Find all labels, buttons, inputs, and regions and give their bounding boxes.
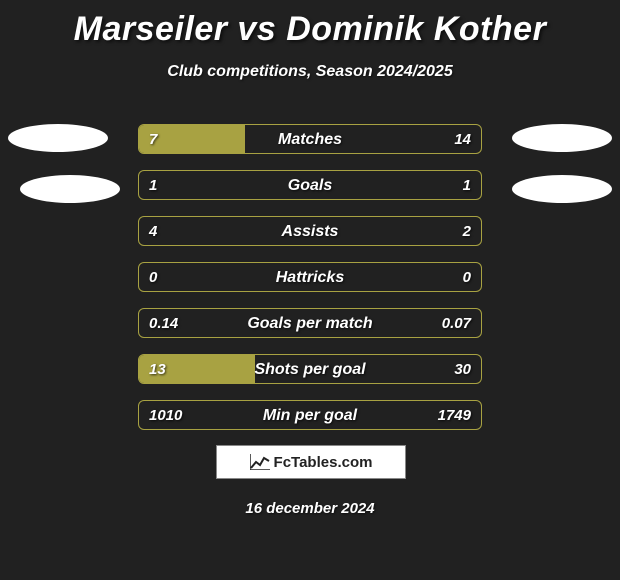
stats-container: 7 Matches 14 1 Goals 1 4 Assists 2 0 Hat… [138, 124, 482, 446]
player-right-club-logo-1 [512, 124, 612, 152]
stat-label: Matches [139, 125, 481, 154]
watermark[interactable]: FcTables.com [216, 445, 406, 479]
stat-value-right: 1749 [438, 401, 471, 430]
stat-value-right: 0 [463, 263, 471, 292]
stat-row-goals: 1 Goals 1 [138, 170, 482, 200]
stat-label: Shots per goal [139, 355, 481, 384]
page-title: Marseiler vs Dominik Kother [0, 0, 620, 49]
stat-label: Goals per match [139, 309, 481, 338]
stat-row-goals-per-match: 0.14 Goals per match 0.07 [138, 308, 482, 338]
stat-row-assists: 4 Assists 2 [138, 216, 482, 246]
player-left-club-logo-2 [20, 175, 120, 203]
date-label: 16 december 2024 [0, 500, 620, 517]
watermark-text: FcTables.com [274, 454, 373, 471]
stat-label: Assists [139, 217, 481, 246]
stat-label: Goals [139, 171, 481, 200]
stat-value-right: 14 [454, 125, 471, 154]
stat-value-right: 1 [463, 171, 471, 200]
chart-icon [250, 454, 270, 470]
stat-value-right: 2 [463, 217, 471, 246]
stat-value-right: 30 [454, 355, 471, 384]
stat-row-min-per-goal: 1010 Min per goal 1749 [138, 400, 482, 430]
stat-row-hattricks: 0 Hattricks 0 [138, 262, 482, 292]
stat-label: Min per goal [139, 401, 481, 430]
subtitle: Club competitions, Season 2024/2025 [0, 63, 620, 81]
stat-row-shots-per-goal: 13 Shots per goal 30 [138, 354, 482, 384]
stat-label: Hattricks [139, 263, 481, 292]
player-right-club-logo-2 [512, 175, 612, 203]
stat-value-right: 0.07 [442, 309, 471, 338]
player-left-club-logo-1 [8, 124, 108, 152]
stat-row-matches: 7 Matches 14 [138, 124, 482, 154]
